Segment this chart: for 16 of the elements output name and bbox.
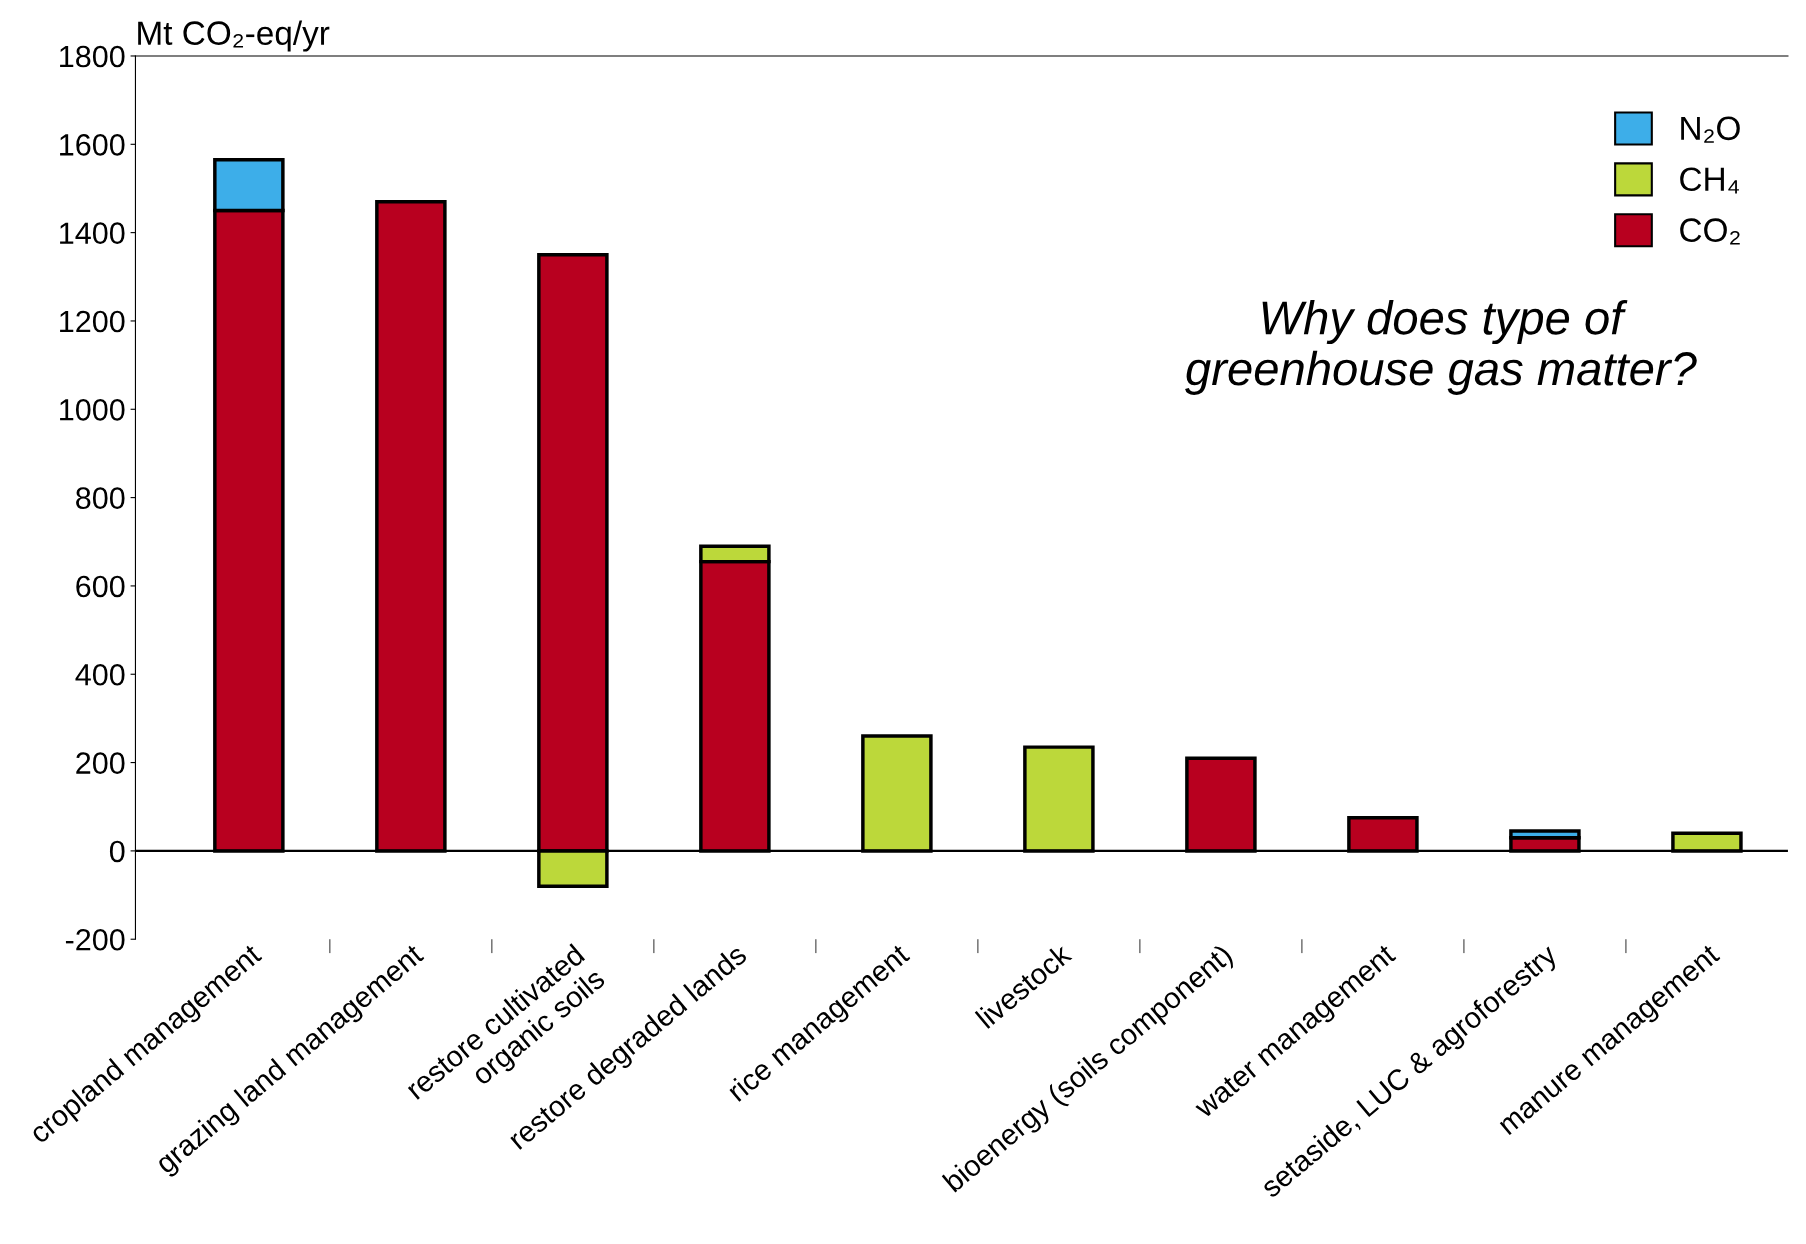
y-tick-label: 1400 <box>60 222 125 244</box>
y-tick-label: 800 <box>76 487 125 509</box>
y-tick-label: -200 <box>65 928 125 951</box>
y-tick-label: 1800 <box>60 45 125 68</box>
y-tick-label: 200 <box>76 752 125 774</box>
y-tick-label: 1000 <box>60 399 125 421</box>
y-tick-label: 1600 <box>60 134 125 156</box>
annotation: Why does type of greenhouse gas matter? <box>1185 300 1697 395</box>
y-tick-label: 1200 <box>60 310 125 333</box>
legend-label: CH₄ <box>1680 167 1739 194</box>
legend-label: N₂O <box>1681 116 1740 143</box>
y-tick-label: 0 <box>109 840 125 863</box>
y-axis-title: Mt CO₂-eq/yr <box>138 20 330 52</box>
y-tick-label: 600 <box>76 575 125 598</box>
y-tick-label: 400 <box>75 663 125 686</box>
legend-label: CO₂ <box>1680 218 1740 245</box>
